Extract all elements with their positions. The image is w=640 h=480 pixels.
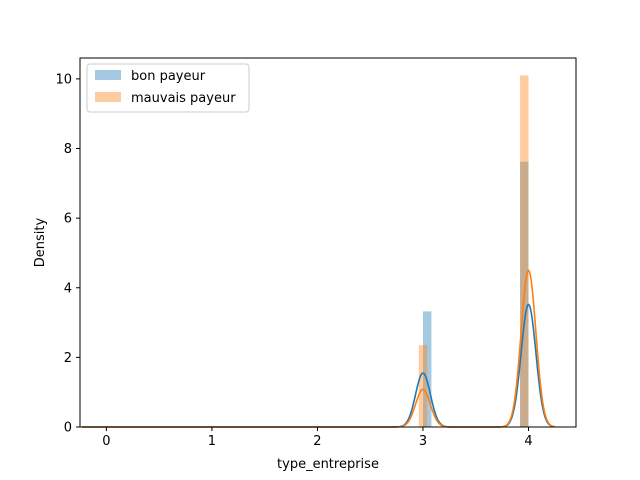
x-tick-label: 0 xyxy=(102,434,110,449)
y-tick-label: 4 xyxy=(64,281,72,296)
axes-frame xyxy=(79,57,577,428)
hist-bar-mauvais-payeur-0 xyxy=(418,345,428,427)
x-tick-label: 4 xyxy=(524,434,532,449)
x-tick-label: 2 xyxy=(313,434,321,449)
y-tick-label: 6 xyxy=(64,212,72,227)
x-tick-label: 3 xyxy=(419,434,427,449)
y-tick-label: 10 xyxy=(55,72,72,87)
legend-swatch-bon-payeur xyxy=(95,70,121,80)
legend-box xyxy=(86,63,250,113)
y-tick-label: 2 xyxy=(64,351,72,366)
x-axis-label: type_entreprise xyxy=(277,457,379,472)
y-tick-label: 8 xyxy=(64,142,72,157)
legend-swatch-mauvais-payeur xyxy=(95,92,121,102)
x-tick-label: 1 xyxy=(208,434,216,449)
legend-label-bon-payeur: bon payeur xyxy=(131,69,206,84)
axes-layer: 0 1 2 3 4 0 2 4 6 8 10 xyxy=(55,57,577,449)
hist-bar-bon-payeur-0 xyxy=(422,311,432,427)
legend: bon payeur mauvais payeur xyxy=(86,63,250,113)
y-axis-label: Density xyxy=(33,217,48,267)
legend-label-mauvais-payeur: mauvais payeur xyxy=(131,91,236,106)
y-tick-label: 0 xyxy=(64,421,72,436)
hist-bar-mauvais-payeur-1 xyxy=(520,75,529,427)
